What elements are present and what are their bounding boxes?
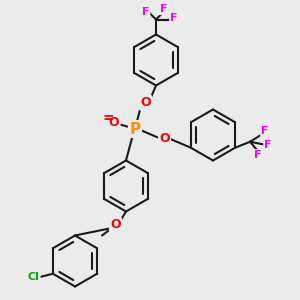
Text: F: F <box>254 150 261 160</box>
Text: F: F <box>264 140 272 150</box>
Text: F: F <box>160 4 167 14</box>
Text: F: F <box>170 13 178 23</box>
Text: =: = <box>103 111 114 124</box>
Text: O: O <box>110 218 121 232</box>
Text: Cl: Cl <box>28 272 39 282</box>
Text: F: F <box>142 7 149 17</box>
Text: P: P <box>129 122 141 136</box>
Text: O: O <box>109 116 119 130</box>
Text: O: O <box>140 96 151 109</box>
Text: F: F <box>261 126 269 136</box>
Text: O: O <box>159 132 170 145</box>
